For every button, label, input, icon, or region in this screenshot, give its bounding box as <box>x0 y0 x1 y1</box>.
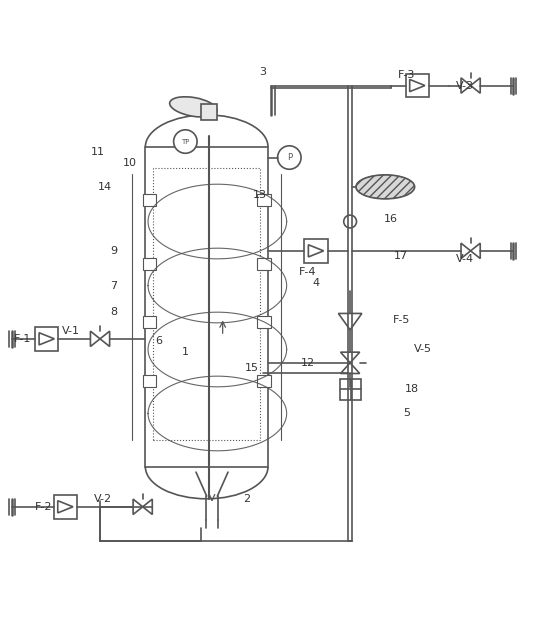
Polygon shape <box>340 352 360 363</box>
Polygon shape <box>39 333 54 345</box>
Bar <box>143 316 156 328</box>
Polygon shape <box>91 331 100 347</box>
Bar <box>406 74 429 97</box>
Text: 8: 8 <box>110 307 117 317</box>
Bar <box>143 258 156 269</box>
Text: 6: 6 <box>155 337 162 347</box>
Bar <box>304 239 327 263</box>
Text: 5: 5 <box>403 408 410 418</box>
Bar <box>257 194 271 206</box>
Circle shape <box>174 130 197 153</box>
Ellipse shape <box>356 175 415 199</box>
Polygon shape <box>143 499 152 514</box>
Text: 15: 15 <box>245 363 259 373</box>
Text: 14: 14 <box>98 182 113 192</box>
Bar <box>340 379 361 400</box>
Text: 12: 12 <box>301 358 315 368</box>
Text: 11: 11 <box>91 147 105 157</box>
Polygon shape <box>338 314 362 330</box>
Text: 17: 17 <box>394 251 408 261</box>
Bar <box>143 375 156 387</box>
Text: P: P <box>287 153 292 162</box>
Bar <box>143 194 156 206</box>
Text: 9: 9 <box>110 246 117 256</box>
Circle shape <box>278 146 301 170</box>
Text: 18: 18 <box>405 384 419 394</box>
Polygon shape <box>58 500 73 513</box>
Polygon shape <box>471 78 480 93</box>
Text: V-3: V-3 <box>456 81 474 91</box>
Text: 7: 7 <box>110 281 117 290</box>
Text: F-1: F-1 <box>14 334 32 344</box>
Text: F-5: F-5 <box>392 315 410 325</box>
Text: TP: TP <box>181 138 190 145</box>
Text: F-2: F-2 <box>35 502 53 512</box>
Text: 3: 3 <box>259 67 266 77</box>
Text: 4: 4 <box>312 278 319 288</box>
Bar <box>145 147 268 467</box>
Circle shape <box>344 215 356 228</box>
Text: F-3: F-3 <box>398 70 415 80</box>
Text: 13: 13 <box>253 190 267 200</box>
Text: F-4: F-4 <box>299 267 317 277</box>
Polygon shape <box>100 331 110 347</box>
Polygon shape <box>461 78 471 93</box>
Bar <box>153 168 260 440</box>
Text: 1: 1 <box>182 347 189 357</box>
Text: V-5: V-5 <box>414 345 431 354</box>
Polygon shape <box>340 363 360 373</box>
Bar <box>202 104 217 120</box>
Bar <box>257 316 271 328</box>
Bar <box>35 327 58 351</box>
Text: V-2: V-2 <box>94 494 112 504</box>
Text: 16: 16 <box>384 214 398 224</box>
Text: 2: 2 <box>243 494 250 504</box>
Polygon shape <box>410 79 425 91</box>
Bar <box>257 375 271 387</box>
Text: V-4: V-4 <box>456 254 474 264</box>
Ellipse shape <box>170 97 217 117</box>
Text: 10: 10 <box>122 158 136 168</box>
Text: V-1: V-1 <box>62 326 80 336</box>
Polygon shape <box>133 499 143 514</box>
Polygon shape <box>471 243 480 258</box>
Polygon shape <box>461 243 471 258</box>
Bar <box>54 495 77 519</box>
Polygon shape <box>308 244 324 257</box>
Bar <box>257 258 271 269</box>
